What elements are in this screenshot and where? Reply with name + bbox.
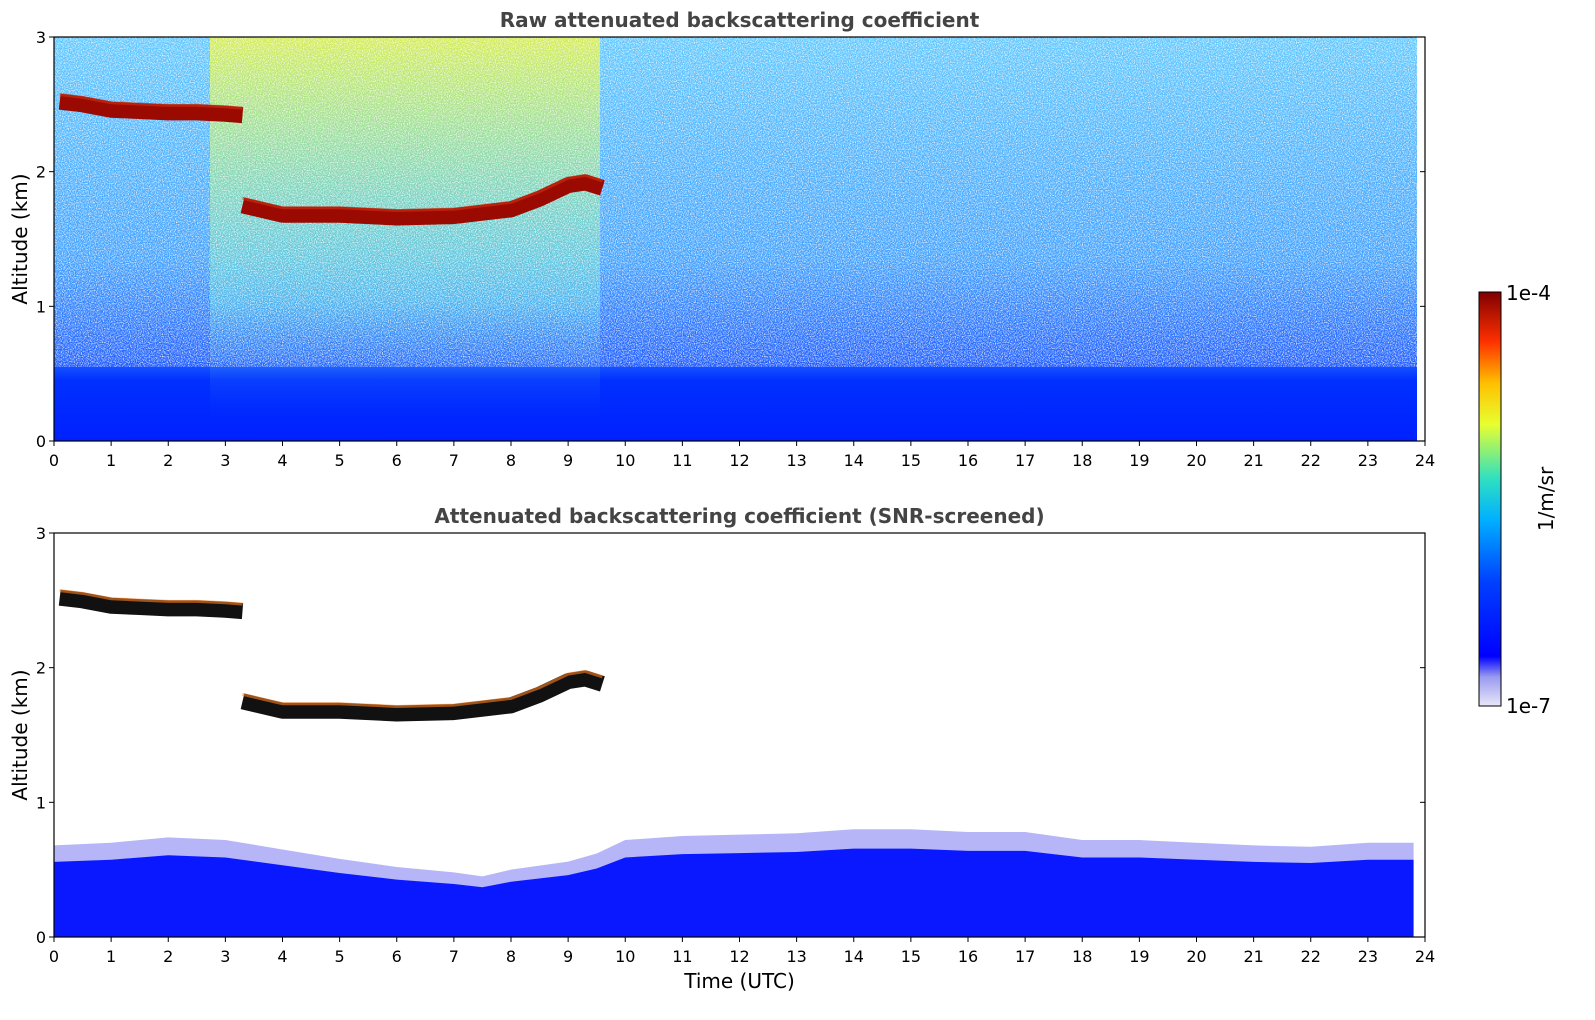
x-tick-label: 19 <box>1129 451 1149 470</box>
y-tick-label: 0 <box>36 928 46 947</box>
panel-title: Raw attenuated backscattering coefficien… <box>500 8 980 32</box>
y-tick-label: 2 <box>36 163 46 182</box>
x-tick-label: 9 <box>563 451 573 470</box>
x-tick-label: 22 <box>1301 451 1321 470</box>
x-tick-label: 2 <box>163 947 173 966</box>
x-tick-label: 19 <box>1129 947 1149 966</box>
x-tick-label: 15 <box>901 451 921 470</box>
y-axis-label: Altitude (km) <box>8 173 32 304</box>
x-tick-label: 7 <box>449 947 459 966</box>
x-tick-label: 23 <box>1358 451 1378 470</box>
x-tick-label: 15 <box>901 947 921 966</box>
x-tick-label: 16 <box>958 451 978 470</box>
y-axis-label: Altitude (km) <box>8 669 32 800</box>
x-tick-label: 5 <box>335 947 345 966</box>
x-tick-label: 12 <box>729 947 749 966</box>
x-tick-label: 14 <box>844 451 864 470</box>
y-tick-label: 1 <box>36 297 46 316</box>
colorbar-unit-label: 1/m/sr <box>1534 466 1558 531</box>
colorbar: 1e-4 1e-7 1/m/sr <box>1478 281 1558 718</box>
cloud-layer-edge <box>59 93 243 110</box>
y-tick-label: 1 <box>36 793 46 812</box>
x-tick-label: 10 <box>615 947 635 966</box>
boundary-layer-area <box>54 848 1414 937</box>
x-tick-label: 14 <box>844 947 864 966</box>
x-tick-label: 21 <box>1243 947 1263 966</box>
cloud-layer-edge <box>242 173 603 212</box>
x-tick-label: 5 <box>335 451 345 470</box>
x-tick-label: 0 <box>49 947 59 966</box>
x-tick-label: 3 <box>220 451 230 470</box>
x-tick-label: 24 <box>1415 947 1435 966</box>
x-tick-label: 16 <box>958 947 978 966</box>
x-tick-label: 3 <box>220 947 230 966</box>
cloud-layer <box>240 670 605 722</box>
x-tick-label: 10 <box>615 451 635 470</box>
cloud-layer <box>58 589 244 620</box>
x-tick-label: 22 <box>1301 947 1321 966</box>
x-tick-label: 4 <box>277 947 287 966</box>
x-tick-label: 6 <box>392 947 402 966</box>
x-tick-label: 20 <box>1186 451 1206 470</box>
raw-backscatter-panel: Raw attenuated backscattering coefficien… <box>8 8 1435 470</box>
x-tick-label: 24 <box>1415 451 1435 470</box>
x-tick-label: 20 <box>1186 947 1206 966</box>
x-tick-label: 6 <box>392 451 402 470</box>
x-tick-label: 2 <box>163 451 173 470</box>
x-tick-label: 13 <box>786 947 806 966</box>
cloud-layer <box>240 174 605 226</box>
colorbar-gradient <box>1478 291 1502 707</box>
x-tick-label: 13 <box>786 451 806 470</box>
cloud-layer-edge <box>59 589 243 606</box>
x-tick-label: 9 <box>563 947 573 966</box>
colorbar-min-label: 1e-7 <box>1506 694 1551 718</box>
x-tick-label: 23 <box>1358 947 1378 966</box>
heatmap-area <box>54 37 1417 441</box>
x-tick-label: 8 <box>506 947 516 966</box>
panel-title: Attenuated backscattering coefficient (S… <box>434 504 1044 528</box>
x-tick-label: 17 <box>1015 451 1035 470</box>
x-tick-label: 0 <box>49 451 59 470</box>
x-tick-label: 18 <box>1072 947 1092 966</box>
snr-screened-panel: Attenuated backscattering coefficient (S… <box>8 504 1435 993</box>
x-tick-label: 17 <box>1015 947 1035 966</box>
x-tick-label: 18 <box>1072 451 1092 470</box>
heatmap-area <box>54 589 1414 937</box>
colorbar-max-label: 1e-4 <box>1506 281 1551 305</box>
x-tick-label: 1 <box>106 947 116 966</box>
y-tick-label: 3 <box>36 524 46 543</box>
x-tick-label: 11 <box>672 451 692 470</box>
x-tick-label: 7 <box>449 451 459 470</box>
y-tick-label: 0 <box>36 432 46 451</box>
cloud-layer <box>58 93 244 124</box>
x-axis-label: Time (UTC) <box>683 969 795 993</box>
x-tick-label: 12 <box>729 451 749 470</box>
cloud-layer-edge <box>242 669 603 708</box>
x-tick-label: 8 <box>506 451 516 470</box>
noise-speckle <box>54 37 1417 367</box>
x-tick-label: 21 <box>1243 451 1263 470</box>
x-tick-label: 11 <box>672 947 692 966</box>
x-tick-label: 1 <box>106 451 116 470</box>
y-tick-label: 3 <box>36 28 46 47</box>
x-tick-label: 4 <box>277 451 287 470</box>
y-tick-label: 2 <box>36 659 46 678</box>
